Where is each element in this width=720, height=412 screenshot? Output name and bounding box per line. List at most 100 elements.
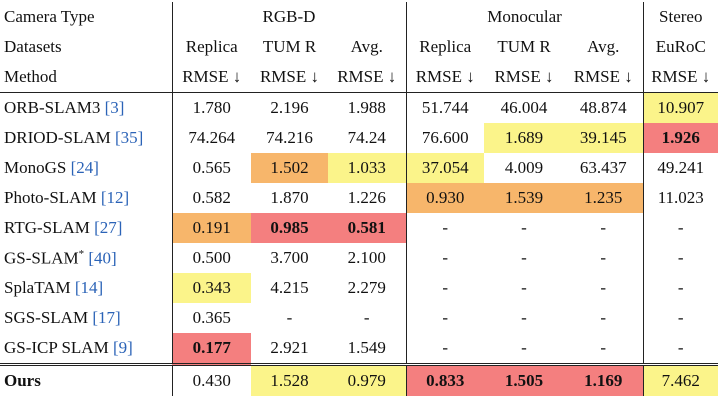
value-cell: 4.215 <box>270 278 309 297</box>
datasets-label: Datasets <box>4 37 62 56</box>
value-cell: - <box>642 303 718 333</box>
table-row: Photo-SLAM [12] 0.582 1.870 1.226 0.930 1.539… <box>0 183 718 213</box>
value-cell: 0.979 <box>328 363 406 396</box>
value-cell: - <box>363 308 370 327</box>
method-name: MonoGS <box>4 158 67 177</box>
value-cell: - <box>600 218 607 237</box>
value-cell: - <box>405 333 484 365</box>
value-cell: 1.926 <box>642 123 718 153</box>
value-cell: 10.907 <box>642 92 718 123</box>
value-cell: 11.023 <box>642 183 718 213</box>
value-cell: 1.033 <box>328 153 406 183</box>
method-name-cell: ORB-SLAM3 [3] <box>0 93 172 124</box>
citation-link[interactable]: [35] <box>114 128 144 147</box>
value-cell: 2.100 <box>347 248 386 267</box>
value-cell: 2.921 <box>270 338 309 357</box>
value-cell: 0.177 <box>171 333 251 365</box>
method-name: DRIOD-SLAM <box>4 128 111 147</box>
value-cell: 51.744 <box>405 92 484 123</box>
value-cell: 0.565 <box>171 153 251 183</box>
camera-group-1: Monocular <box>405 2 643 32</box>
dataset-header-3: Replica <box>405 32 484 62</box>
table-row: GS-ICP SLAM [9] 0.177 2.921 1.549- - - - <box>0 333 718 365</box>
value-cell: 74.216 <box>266 128 313 147</box>
camera-group-2: Stereo <box>642 2 718 32</box>
metric-header-6: RMSE ↓ <box>642 62 718 93</box>
method-name: Ours <box>4 371 41 390</box>
citation-link[interactable]: [9] <box>112 338 133 357</box>
value-cell: 1.226 <box>347 188 386 207</box>
value-cell: 74.264 <box>171 123 251 153</box>
dataset-header-4: TUM R <box>497 37 551 56</box>
table-row: DRIOD-SLAM [35] 74.264 74.216 74.24 76.600 1.… <box>0 123 718 153</box>
table-row: GS-SLAM* [40] 0.500 3.700 2.100- - - - <box>0 243 718 273</box>
header-row-datasets: Datasets Replica TUM R Avg. Replica TUM R Avg.… <box>0 32 718 62</box>
value-cell: - <box>521 248 527 267</box>
method-name: ORB-SLAM3 <box>4 98 101 117</box>
value-cell: 1.505 <box>484 363 564 396</box>
citation-link[interactable]: [27] <box>94 218 123 237</box>
method-name-cell: GS-SLAM* [40] <box>0 243 172 273</box>
value-cell: - <box>642 213 718 243</box>
value-cell: 1.870 <box>270 188 309 207</box>
value-cell: - <box>521 278 527 297</box>
citation-link[interactable]: [40] <box>88 248 117 268</box>
value-cell: 63.437 <box>579 158 627 177</box>
method-label: Method <box>0 62 172 93</box>
citation-link[interactable]: [14] <box>74 278 104 297</box>
table-row: SplaTAM [14] 0.343 4.215 2.279- - - - <box>0 273 718 303</box>
metric-header-4: RMSE ↓ <box>484 62 564 93</box>
dataset-header-0: Replica <box>171 32 251 62</box>
value-cell: 0.430 <box>171 363 251 396</box>
value-cell: - <box>405 243 484 273</box>
value-cell: 7.462 <box>642 363 718 396</box>
value-cell: 0.191 <box>171 213 251 243</box>
method-name-cell: SGS-SLAM [17] <box>0 303 172 333</box>
method-name: GS-SLAM <box>4 248 79 268</box>
value-cell: 0.343 <box>171 273 251 303</box>
value-cell: 3.700 <box>270 248 309 267</box>
value-cell: 46.004 <box>500 98 548 117</box>
value-cell: 49.241 <box>642 153 718 183</box>
dataset-header-1: TUM R <box>262 37 317 56</box>
value-cell: - <box>521 308 527 327</box>
value-cell: 1.528 <box>251 363 328 396</box>
header-row-camera-type: Camera Type RGB-D Monocular Stereo <box>0 2 718 32</box>
value-cell: 74.24 <box>347 128 386 147</box>
value-cell: 0.365 <box>171 303 251 333</box>
value-cell: - <box>600 278 607 297</box>
method-name-cell: DRIOD-SLAM [35] <box>0 123 172 153</box>
method-name-cell: RTG-SLAM [27] <box>0 213 172 243</box>
method-name-cell: Ours <box>0 363 172 396</box>
method-name: RTG-SLAM <box>4 218 90 237</box>
value-cell: 0.582 <box>171 183 251 213</box>
table-row: SGS-SLAM [17] 0.365- - - - - - <box>0 303 718 333</box>
value-cell: 0.930 <box>405 183 484 213</box>
method-name: GS-ICP SLAM <box>4 338 109 357</box>
value-cell: 4.009 <box>504 158 544 177</box>
header-row-method: Method RMSE ↓ RMSE ↓ RMSE ↓ RMSE ↓ RMSE ↓ RMSE… <box>0 62 718 93</box>
table-row: MonoGS [24] 0.565 1.502 1.033 37.054 4.009 63.… <box>0 153 718 183</box>
citation-link[interactable]: [17] <box>92 308 121 327</box>
dataset-header-6: EuRoC <box>642 32 718 62</box>
citation-link[interactable]: [3] <box>104 98 125 117</box>
dataset-header-2: Avg. <box>350 37 383 56</box>
method-superscript: * <box>78 247 85 260</box>
method-name: SGS-SLAM <box>4 308 89 327</box>
citation-link[interactable]: [24] <box>70 158 99 177</box>
camera-type-label: Camera Type <box>4 7 95 26</box>
value-cell: 39.145 <box>564 123 643 153</box>
value-cell: 76.600 <box>405 123 484 153</box>
value-cell: 1.539 <box>484 183 564 213</box>
method-name-cell: SplaTAM [14] <box>0 273 172 303</box>
value-cell: 2.279 <box>347 278 386 297</box>
value-cell: 1.689 <box>484 123 564 153</box>
value-cell: 0.985 <box>251 213 328 243</box>
value-cell: 2.196 <box>270 98 309 117</box>
value-cell: - <box>642 243 718 273</box>
table-row: RTG-SLAM [27] 0.191 0.985 0.581- - - - <box>0 213 718 243</box>
citation-link[interactable]: [12] <box>100 188 130 207</box>
value-cell: - <box>600 248 607 267</box>
method-name: Photo-SLAM <box>4 188 97 207</box>
